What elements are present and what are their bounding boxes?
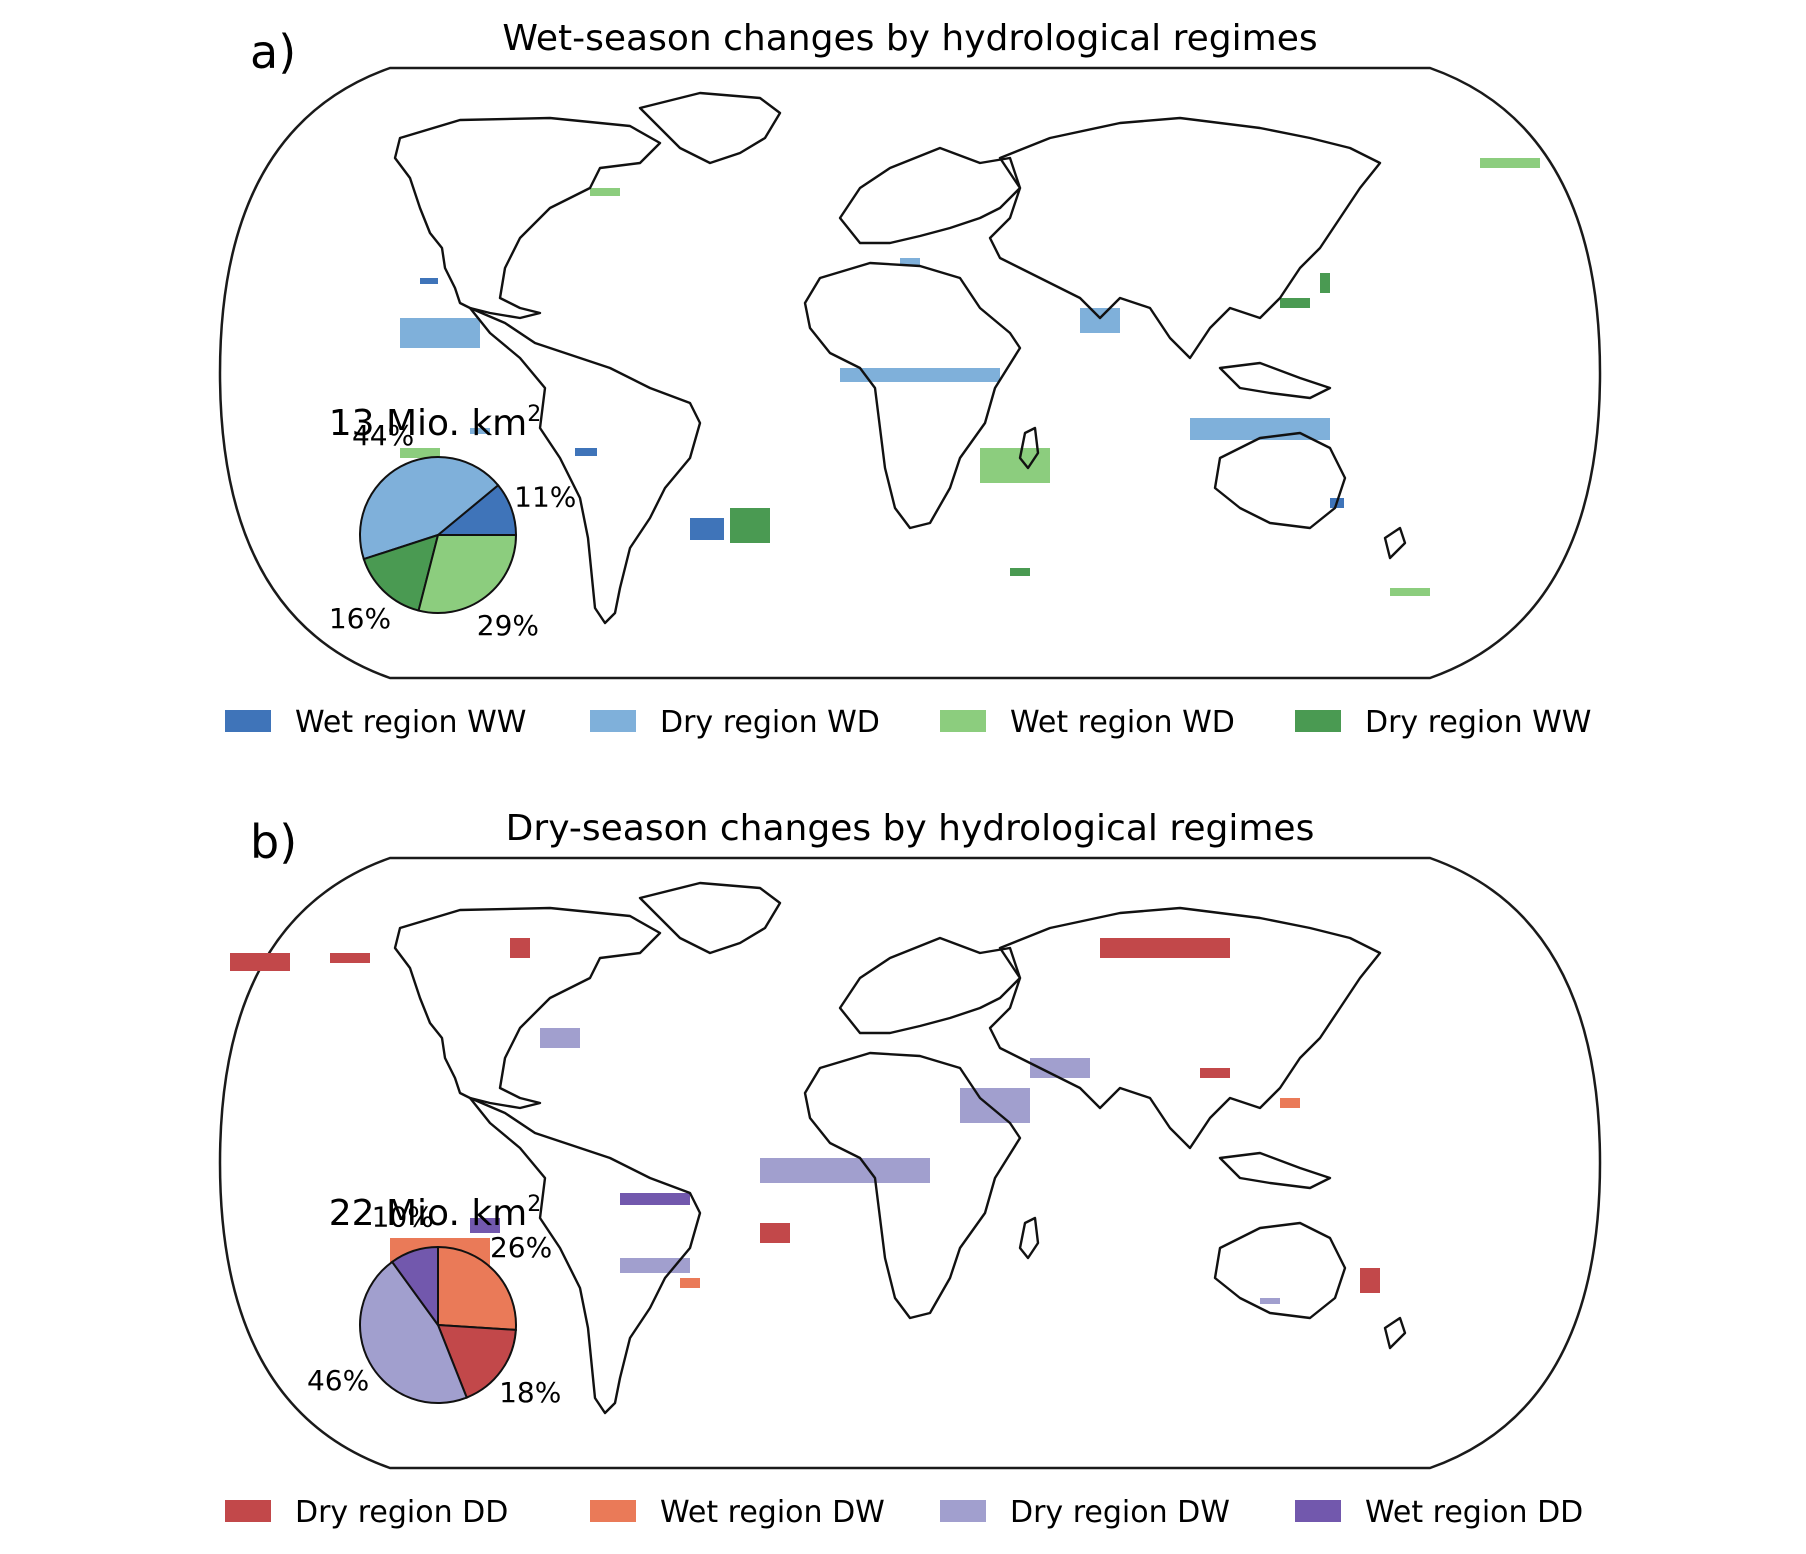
- regime-patch: [470, 428, 490, 434]
- legend-swatch: [590, 710, 636, 732]
- regime-patch: [1480, 158, 1540, 168]
- pie-percent-label: 10%: [372, 1201, 434, 1234]
- regime-patch: [540, 1028, 580, 1048]
- regime-patch: [1080, 308, 1120, 333]
- panel-b: b) Dry-season changes by hydrological reg…: [218, 808, 1602, 1530]
- regime-patch: [1260, 1298, 1280, 1304]
- regime-patch: [590, 188, 620, 196]
- world-map: [218, 856, 1602, 1470]
- legend-label: Dry region DD: [295, 1495, 508, 1530]
- regime-patch: [1030, 1058, 1090, 1078]
- pie-percent-label: 18%: [499, 1376, 561, 1409]
- pie-slice: [437, 1245, 517, 1331]
- pie-total-sup: 2: [527, 402, 541, 427]
- regime-patch: [1010, 568, 1030, 576]
- pie-total: 22 Mio. km2: [329, 1192, 542, 1234]
- regime-patch: [1280, 298, 1310, 308]
- legend-swatch: [940, 710, 986, 732]
- pie-percent-label: 11%: [514, 480, 576, 513]
- regime-patch: [1280, 1098, 1300, 1108]
- pie-slice: [390, 1245, 439, 1329]
- legend-item: Dry region WD: [590, 705, 880, 740]
- regime-patch: [575, 448, 597, 456]
- legend-label: Dry region DW: [1010, 1495, 1230, 1530]
- legend-label: Wet region WD: [1010, 705, 1235, 740]
- legend: Dry region DD Wet region DW Dry region DW W…: [225, 1495, 1583, 1530]
- regime-patch: [510, 938, 530, 958]
- legend-swatch: [225, 1500, 271, 1522]
- legend-label: Wet region WW: [295, 705, 526, 740]
- legend-item: Wet region WD: [940, 705, 1235, 740]
- legend-label: Dry region WD: [660, 705, 880, 740]
- panel-title: Dry-season changes by hydrological regim…: [506, 808, 1315, 849]
- legend-swatch: [1295, 1500, 1341, 1522]
- regime-patch: [330, 953, 370, 963]
- pie-percent-label: 44%: [352, 419, 414, 452]
- regime-patch: [1360, 1268, 1380, 1293]
- pie-slice: [359, 1260, 469, 1404]
- regime-patch: [980, 448, 1050, 483]
- legend-item: Dry region WW: [1295, 705, 1591, 740]
- regime-patch: [400, 318, 480, 348]
- regime-patch: [1100, 938, 1230, 958]
- regime-patch: [960, 1088, 1030, 1123]
- regime-patch: [400, 448, 440, 458]
- regime-patch: [760, 1223, 790, 1243]
- legend-item: Wet region WW: [225, 705, 526, 740]
- legend-item: Dry region DW: [940, 1495, 1230, 1530]
- legend-swatch: [590, 1500, 636, 1522]
- pie-slice: [417, 534, 518, 614]
- panel-title: Wet-season changes by hydrological regim…: [502, 18, 1317, 59]
- pie-slice: [436, 1323, 517, 1399]
- regime-patch: [1200, 1068, 1230, 1078]
- regime-patch: [1320, 273, 1330, 293]
- regime-patch: [840, 368, 1000, 382]
- legend-swatch: [1295, 710, 1341, 732]
- pie-total: 13 Mio. km2: [329, 402, 542, 444]
- pie-chart: 13 Mio. km2 11% 44% 16% 29%: [329, 402, 577, 642]
- pie-percent-label: 26%: [490, 1231, 552, 1264]
- regime-patch: [620, 1193, 690, 1205]
- regime-patch: [230, 953, 290, 971]
- pie-percent-label: 16%: [329, 602, 391, 635]
- regime-patch: [470, 1218, 500, 1233]
- legend-label: Dry region WW: [1365, 705, 1591, 740]
- regime-patch: [1390, 588, 1430, 596]
- pie-total-sup: 2: [527, 1192, 541, 1217]
- regime-patches: [400, 158, 1540, 596]
- regime-patch: [680, 1278, 700, 1288]
- regime-patch: [420, 278, 438, 284]
- legend-swatch: [225, 710, 271, 732]
- legend-item: Dry region DD: [225, 1495, 508, 1530]
- regime-patch: [730, 508, 770, 543]
- pie-slice: [362, 533, 440, 612]
- panel-label: b): [250, 815, 297, 869]
- legend-label: Wet region DW: [660, 1495, 885, 1530]
- world-map: [218, 66, 1602, 680]
- regime-patch: [760, 1158, 930, 1183]
- regime-patch: [900, 258, 920, 266]
- pie-percent-label: 46%: [307, 1364, 369, 1397]
- legend-label: Wet region DD: [1365, 1495, 1583, 1530]
- pie-percent-label: 29%: [477, 609, 539, 642]
- panel-a: a) Wet-season changes by hydrological reg…: [218, 18, 1602, 740]
- pie-slice: [359, 456, 500, 561]
- legend-swatch: [940, 1500, 986, 1522]
- legend: Wet region WW Dry region WD Wet region WD D…: [225, 705, 1591, 740]
- regime-patch: [690, 518, 724, 540]
- panel-label: a): [250, 25, 296, 79]
- legend-item: Wet region DW: [590, 1495, 885, 1530]
- legend-item: Wet region DD: [1295, 1495, 1583, 1530]
